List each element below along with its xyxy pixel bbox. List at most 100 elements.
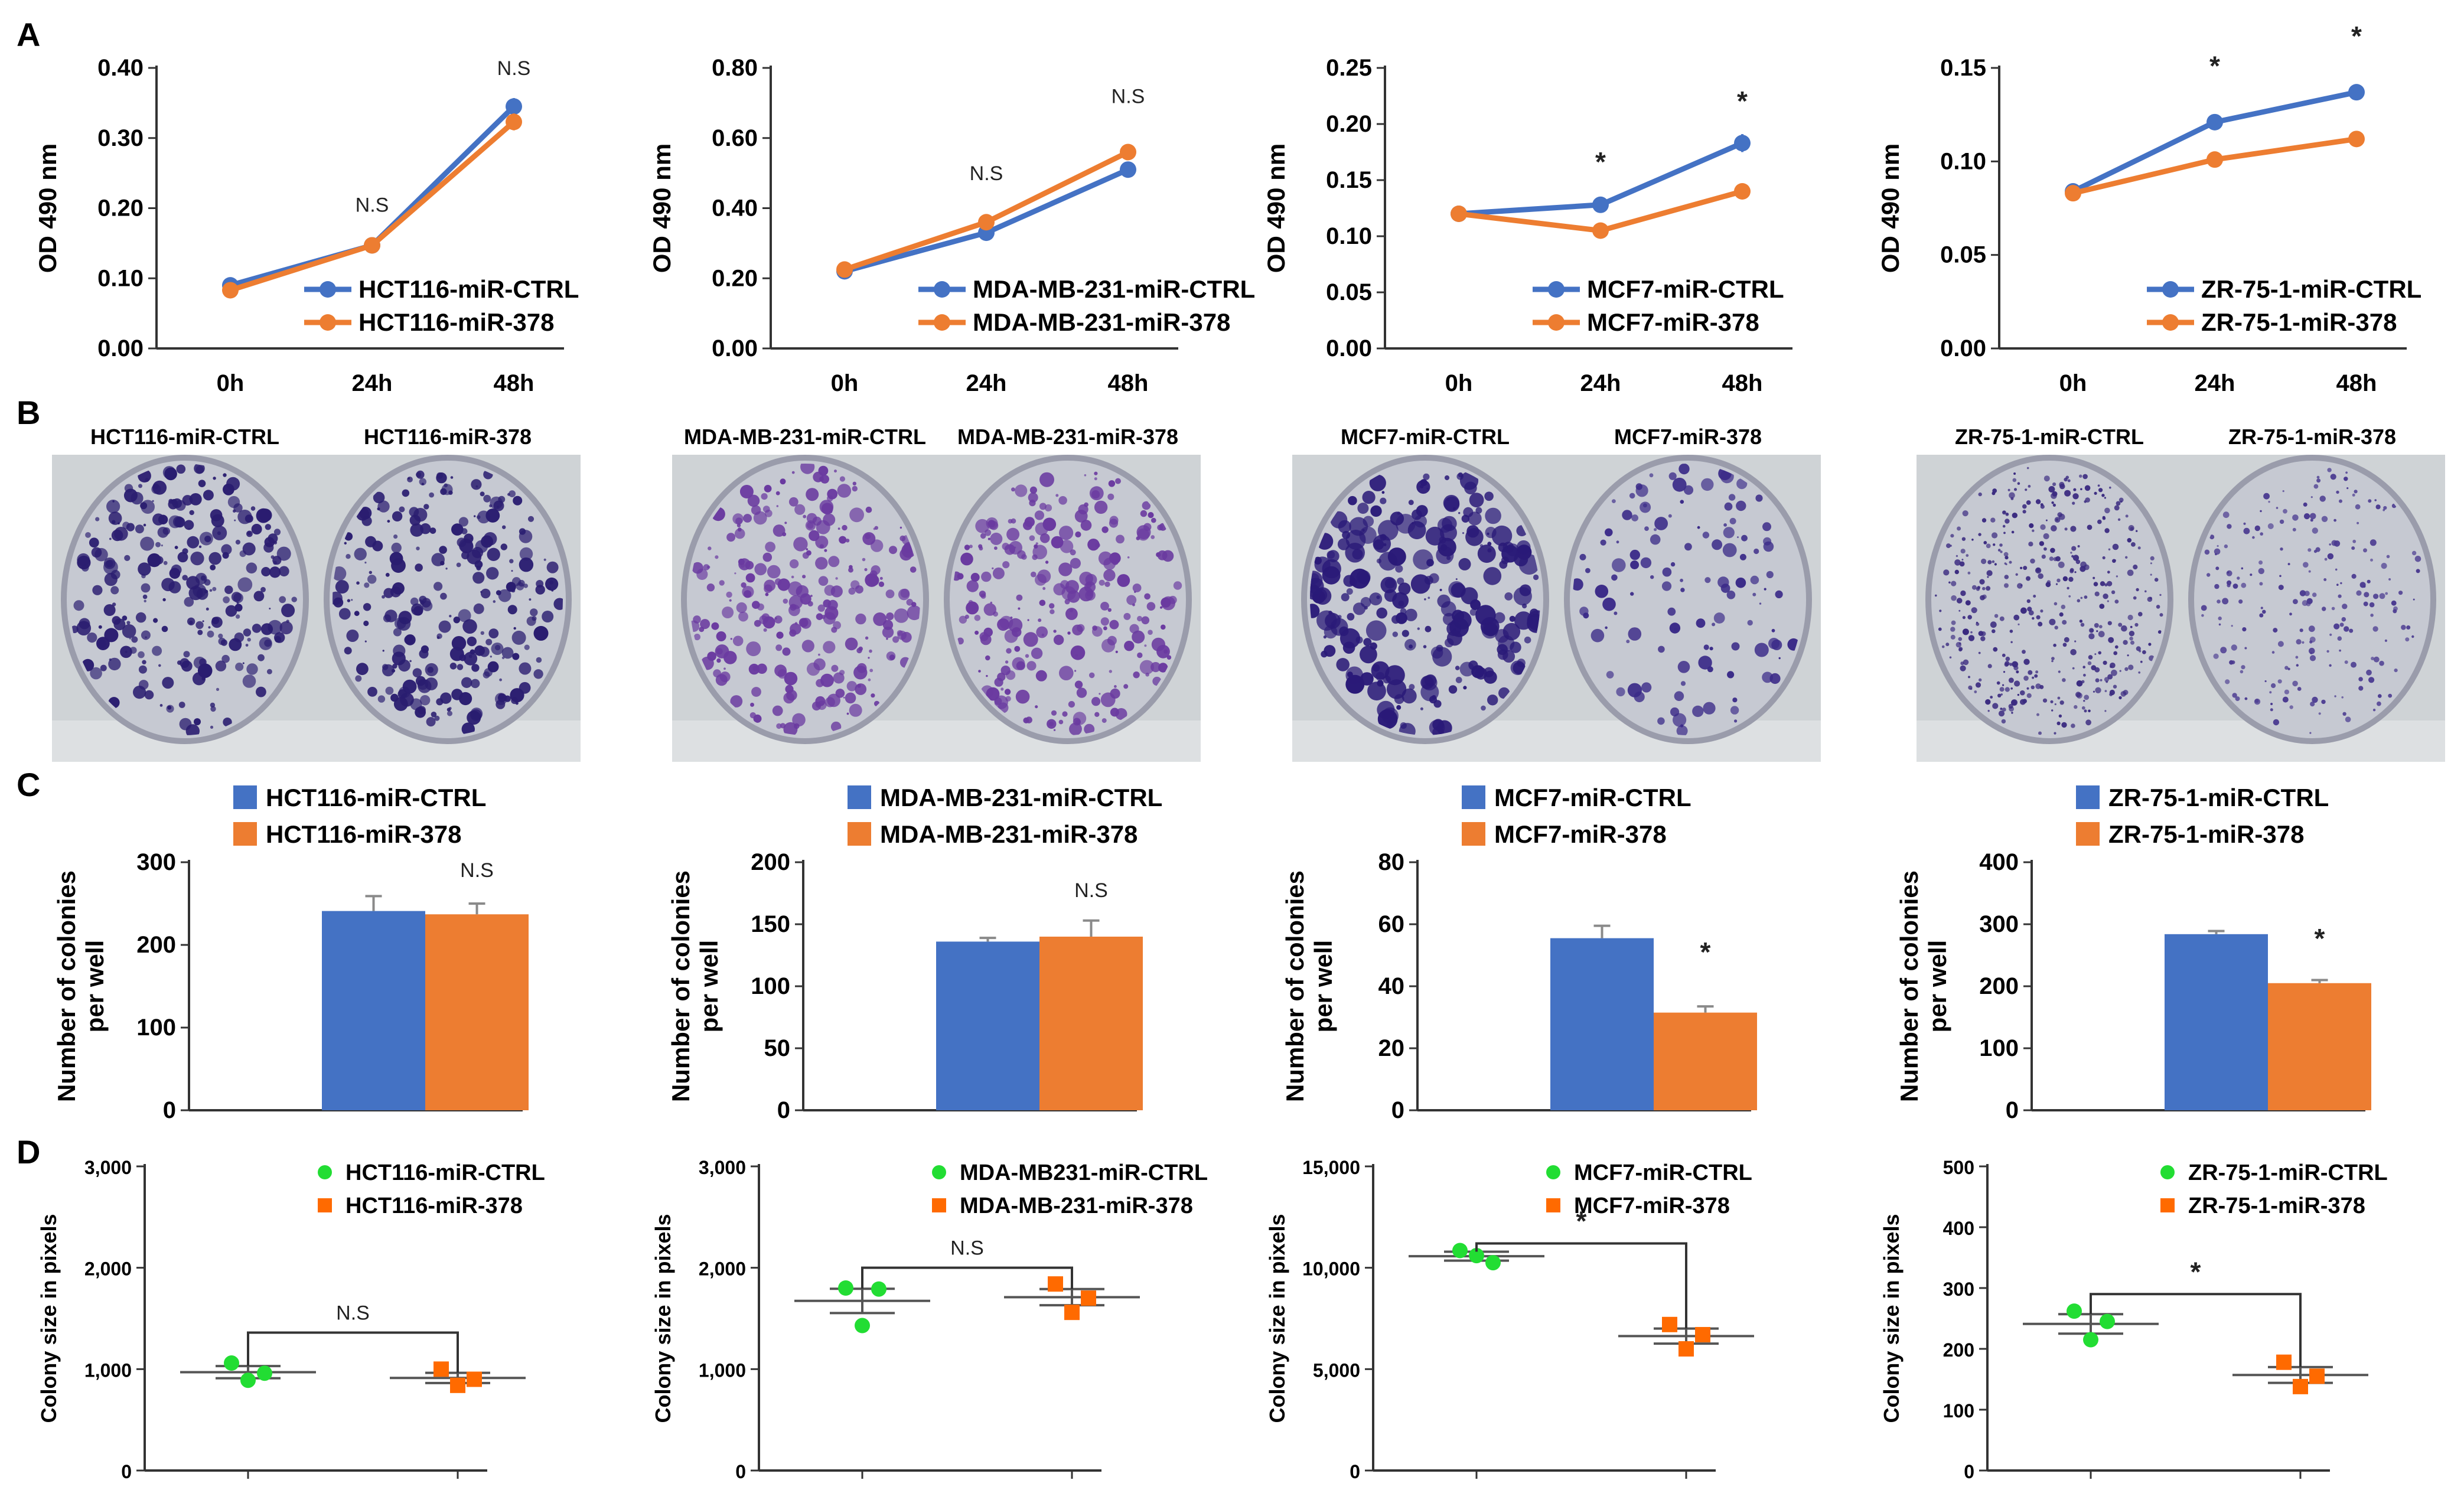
colony: [192, 672, 206, 686]
colony: [2118, 497, 2124, 503]
colony: [1099, 693, 1101, 695]
colony: [738, 611, 748, 622]
colony: [2309, 513, 2316, 520]
colony: [2310, 702, 2315, 707]
colony: [2241, 567, 2244, 570]
x-tick-label: 0h: [831, 370, 859, 396]
colony: [1404, 608, 1417, 621]
colony: [1696, 618, 1706, 628]
colony: [1349, 517, 1368, 536]
colony: [2278, 585, 2284, 591]
y-axis-title: OD 490 nm: [1262, 144, 1290, 273]
colony: [2041, 555, 2046, 559]
colony: [2351, 573, 2357, 579]
colony: [1060, 540, 1074, 553]
colony: [2103, 660, 2107, 665]
colony: [513, 627, 516, 630]
colony: [2015, 573, 2018, 576]
colony: [1731, 642, 1740, 651]
colony: [354, 547, 367, 560]
colony: [385, 573, 390, 577]
colony: [2084, 709, 2087, 713]
colony: [1039, 599, 1046, 607]
colony: [2148, 643, 2152, 646]
colony: [2061, 604, 2066, 609]
colony: [819, 477, 824, 482]
colony: [868, 657, 870, 659]
colony-photo-1: HCT116-miR-CTRL HCT116-miR-378: [52, 425, 581, 762]
colony: [2231, 644, 2237, 651]
colony: [1975, 682, 1981, 688]
colony: [793, 537, 808, 552]
colony: [2292, 514, 2299, 521]
colony: [1980, 636, 1986, 641]
y-tick-label: 0.10: [1326, 223, 1372, 249]
colony: [1670, 562, 1676, 567]
colony: [801, 640, 814, 653]
colony: [789, 629, 797, 637]
colony: [2238, 599, 2243, 604]
y-tick-label: 2,000: [699, 1258, 746, 1280]
colony: [480, 591, 483, 593]
colony: [464, 651, 478, 666]
colony: [467, 636, 477, 647]
colony: [416, 472, 422, 478]
colony: [1946, 543, 1951, 549]
colony: [269, 608, 271, 609]
colony: [124, 555, 131, 562]
colony: [2222, 598, 2229, 605]
colony: [213, 477, 216, 480]
colony: [470, 707, 483, 720]
colony: [2052, 503, 2056, 507]
colony: [2040, 503, 2043, 506]
colony: [138, 562, 151, 576]
colony: [519, 528, 526, 535]
x-tick-label: 24h: [2195, 370, 2235, 396]
colony: [2112, 543, 2119, 550]
colony: [392, 663, 397, 669]
colony: [1345, 666, 1364, 684]
colony: [2342, 604, 2348, 609]
colony: [183, 651, 190, 658]
colony: [474, 515, 476, 517]
colony: [1684, 543, 1692, 551]
colony: [2084, 695, 2090, 700]
colony: [138, 484, 142, 488]
colony: [2289, 612, 2292, 616]
colony: [960, 552, 973, 566]
colony: [2038, 731, 2042, 735]
colony: [264, 537, 275, 547]
colony: [2107, 570, 2110, 574]
colony: [2107, 621, 2112, 625]
colony: [824, 549, 827, 552]
colony: [1142, 501, 1151, 510]
colony: [824, 585, 836, 596]
colony: [2003, 552, 2009, 557]
colony: [1661, 581, 1672, 591]
colony: [250, 506, 256, 511]
legend-label: HCT116-miR-CTRL: [346, 1160, 545, 1185]
colony: [2050, 547, 2055, 553]
colony: [723, 651, 737, 664]
colony: [2134, 622, 2139, 627]
colony: [2326, 650, 2329, 653]
colony: [158, 664, 161, 667]
colony: [2150, 573, 2152, 576]
colony: [740, 563, 745, 568]
y-axis-title: OD 490 nm: [34, 144, 61, 273]
colony: [848, 567, 853, 573]
colony: [1629, 493, 1635, 499]
colony: [846, 712, 849, 715]
colony: [2127, 614, 2133, 621]
colony: [2345, 471, 2348, 474]
colony: [848, 588, 856, 595]
colony: [2057, 512, 2062, 517]
colony: [2329, 543, 2331, 546]
colony: [2003, 671, 2006, 673]
colony: [1369, 474, 1386, 491]
colony: [1137, 652, 1143, 658]
colony: [346, 630, 359, 642]
significance-label: N.S: [356, 194, 389, 216]
colony: [1161, 624, 1166, 630]
colony: [1510, 660, 1526, 676]
